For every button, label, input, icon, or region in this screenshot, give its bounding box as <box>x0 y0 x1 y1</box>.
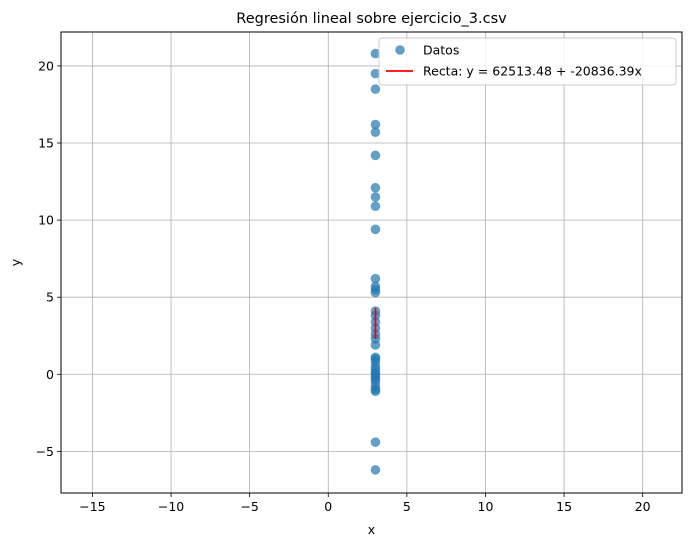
data-point <box>370 192 381 202</box>
legend-marker-datos <box>395 45 405 55</box>
x-tick-label: −10 <box>158 499 184 514</box>
data-point <box>370 150 381 161</box>
y-tick-label: 20 <box>38 58 54 73</box>
legend-label-datos: Datos <box>423 43 459 58</box>
x-tick-label: −15 <box>79 499 105 514</box>
data-point <box>370 224 381 235</box>
y-tick-label: 10 <box>38 213 54 228</box>
y-axis-label: y <box>8 258 23 266</box>
data-point <box>370 465 381 475</box>
legend-box <box>378 37 677 86</box>
data-point <box>370 119 381 130</box>
plot-marks <box>370 48 381 475</box>
y-tick-label: 5 <box>46 290 54 305</box>
legend-label-recta: Recta: y = 62513.48 + -20836.39x <box>423 64 642 79</box>
ticks: −15 −10 −5 0 5 10 15 20 −5 0 5 10 15 20 <box>36 58 651 514</box>
x-tick-label: 5 <box>403 499 411 514</box>
y-tick-label: 15 <box>38 136 54 151</box>
data-point <box>370 437 381 447</box>
data-point <box>370 287 381 298</box>
data-point <box>370 182 381 193</box>
axes-frame <box>60 31 683 494</box>
data-point <box>370 127 381 138</box>
data-point <box>370 68 381 79</box>
data-point <box>370 386 381 397</box>
x-axis-label: x <box>368 522 375 537</box>
data-point <box>370 201 381 212</box>
grid <box>61 32 682 493</box>
y-tick-label: −5 <box>36 444 54 459</box>
legend: Datos Recta: y = 62513.48 + -20836.39x <box>378 37 677 86</box>
x-tick-label: 15 <box>556 499 572 514</box>
x-tick-label: 20 <box>635 499 651 514</box>
y-tick-label: 0 <box>46 367 54 382</box>
x-tick-label: 10 <box>478 499 494 514</box>
data-point <box>370 340 381 350</box>
data-point <box>370 273 381 284</box>
chart-title: Regresión lineal sobre ejercicio_3.csv <box>236 11 507 27</box>
x-tick-label: −5 <box>240 499 258 514</box>
x-tick-label: 0 <box>324 499 332 514</box>
data-point <box>370 48 381 59</box>
data-point <box>370 84 381 94</box>
